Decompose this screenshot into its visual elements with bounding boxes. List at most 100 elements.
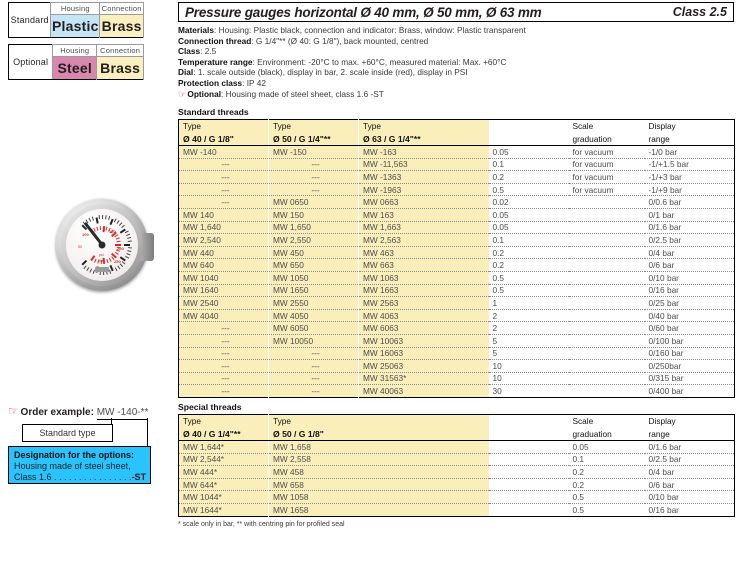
standard-threads-table: Type Type Type Scale Display Ø 40 / G 1/… — [178, 119, 735, 398]
cell-type-50: MW 1658 — [268, 503, 489, 517]
table-row: --- --- MW 40063 30 0/400 bar — [178, 384, 735, 398]
spec-optional-value: Housing made of steel sheet, class 1.6 -… — [225, 88, 384, 99]
cell-graduation: 0.05 — [488, 145, 569, 159]
cell-type-40: MW 1040 — [178, 271, 269, 285]
cell-type-63: MW 1663 — [358, 284, 489, 298]
std-head-40-l1: Type — [178, 119, 269, 132]
gauge-tick-minor — [92, 270, 95, 274]
cell-type-40: MW 140 — [178, 208, 269, 222]
gauge-tick-psi — [117, 240, 121, 243]
cell-type-40: --- — [178, 334, 269, 348]
materials-col-header-housing-opt: Housing — [52, 44, 98, 57]
table-row: MW 640 MW 650 MW 663 0.2 0/6 bar — [178, 258, 735, 272]
spec-protection-label: Protection class — [178, 78, 243, 88]
gauge-tick-minor — [88, 217, 92, 222]
cell-vacuum-note: for vacuum — [568, 145, 645, 159]
table-row: MW 1,640 MW 1,650 MW 1,663 0.05 0/1.6 bar — [178, 221, 735, 235]
table-row: MW 1,644* MW 1,658 0.05 0/1.6 bar — [178, 440, 735, 454]
gauge-tick-minor — [125, 256, 130, 259]
spec-class-label: Class — [178, 46, 201, 57]
cell-display-range: 0/1.6 bar — [644, 221, 735, 235]
materials-table-optional: Optional Housing Connection Steel Brass — [7, 44, 144, 80]
cell-type-40: MW -140 — [178, 145, 269, 159]
cell-vacuum-note — [568, 246, 645, 260]
order-example-line: ☞ Order example: MW -140-** — [8, 404, 149, 420]
cell-type-40: --- — [178, 372, 269, 386]
table-row: --- MW 6050 MW 6063 2 0/60 bar — [178, 321, 735, 335]
cell-vacuum-note — [568, 271, 645, 285]
gauge-tick-minor — [85, 219, 89, 223]
std-head-50-l1: Type — [268, 119, 359, 132]
cell-display-range: 0/100 bar — [644, 334, 735, 348]
order-example-suffix: -** — [137, 407, 149, 420]
cell-type-50: --- — [268, 347, 359, 361]
gauge-needle-hub — [98, 241, 106, 249]
cell-graduation: 2 — [488, 309, 569, 323]
cell-type-40: MW 1044* — [178, 490, 269, 504]
table-row: MW 140 MW 150 MW 163 0.05 0/1 bar — [178, 208, 735, 222]
materials-value-connection-optional: Brass — [96, 56, 144, 80]
gauge-tick-minor — [86, 267, 89, 271]
gauge-tick-psi — [106, 259, 109, 264]
callout-standard-type-label: Standard type — [39, 428, 96, 438]
options-box-class: Class 1.6 — [14, 472, 52, 482]
section-title-standard-threads: Standard threads — [178, 107, 249, 117]
options-box-line1: Housing made of steel sheet, — [14, 461, 131, 471]
gauge-label-red-1: 150 — [109, 229, 116, 234]
cell-type-40: MW 2540 — [178, 296, 269, 310]
options-box-title: Designation for the options: — [14, 450, 134, 460]
cell-type-63: MW 40063 — [358, 384, 489, 398]
gauge-tick-minor — [108, 215, 111, 220]
materials-col-header-connection: Connection — [99, 2, 144, 15]
cell-type-63: MW -1363 — [358, 170, 489, 184]
cell-display-range: 0/250bar — [644, 359, 735, 373]
materials-table-standard: Standard Housing Connection Plastic Bras… — [7, 2, 144, 38]
spc-head-blank-l1 — [489, 415, 569, 428]
cell-type-50: MW 2,550 — [268, 233, 359, 247]
spec-connection-thread: Connection thread: G 1/4"** (Ø 40: G 1/8… — [178, 35, 429, 46]
spec-materials: Materials: Housing: Plastic black, conne… — [178, 25, 526, 35]
cell-graduation: 0.1 — [568, 453, 645, 467]
std-head-blank-l2 — [488, 132, 569, 146]
cell-graduation: 30 — [492, 386, 502, 397]
gauge-tick-psi — [115, 252, 119, 256]
cell-type-40: --- — [178, 321, 269, 335]
cell-type-63: MW 2,563 — [358, 233, 489, 247]
gauge-tick-minor — [126, 234, 131, 237]
gauge-tick-major — [109, 218, 114, 225]
cell-type-63: MW 663 — [358, 258, 489, 272]
cell-graduation: 0.2 — [488, 258, 569, 272]
std-head-50-l2: Ø 50 / G 1/4"** — [268, 132, 359, 146]
options-box-suffix: -ST — [131, 472, 147, 482]
gauge-tick-psi — [93, 258, 97, 263]
cell-type-50: MW 658 — [268, 478, 489, 492]
cell-type-50: MW 150 — [268, 208, 359, 222]
gauge-tick-minor — [105, 215, 108, 219]
cell-display-range: 0/16 bar — [644, 284, 735, 298]
cell-graduation: 0.5 — [568, 490, 645, 504]
cell-graduation: 10 — [488, 359, 569, 373]
cell-type-40: MW 1,640 — [178, 221, 269, 235]
page-title: Pressure gauges horizontal Ø 40 mm, Ø 50… — [185, 4, 542, 20]
cell-type-50: --- — [268, 170, 359, 184]
cell-vacuum-note: for vacuum — [568, 170, 645, 184]
cell-vacuum-note — [568, 258, 645, 272]
spec-temperature: Temperature range: Environment: -20°C to… — [178, 56, 507, 67]
cell-display-range: -1/+1.5 bar — [644, 158, 735, 172]
cell-type-63: MW -11,563 — [358, 158, 489, 172]
cell-type-50: --- — [268, 183, 359, 197]
pointing-hand-icon: ☞ — [8, 404, 19, 418]
cell-vacuum-note — [568, 309, 645, 323]
cell-type-50: --- — [268, 384, 359, 398]
table-row: MW 1040 MW 1050 MW 1063 0.5 0/10 bar — [178, 271, 735, 285]
table-row: MW 2,544* MW 2,558 0.1 0/2.5 bar — [178, 453, 735, 467]
cell-display-range: 0/2.5 bar — [644, 453, 735, 467]
cell-display-range: -1/+3 bar — [644, 170, 735, 184]
gauge-tick-major — [124, 244, 130, 246]
gauge-tick-minor — [119, 264, 123, 268]
cell-type-63: MW 4063 — [358, 309, 489, 323]
cell-type-50: MW 1650 — [268, 284, 359, 298]
cell-graduation: 0.02 — [488, 195, 569, 209]
cell-graduation: 5 — [488, 334, 569, 348]
table-row: --- --- MW -1363 0.2 for vacuum -1/+3 bar — [178, 170, 735, 184]
